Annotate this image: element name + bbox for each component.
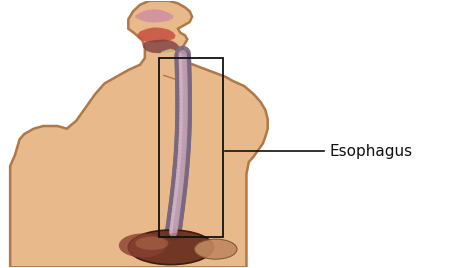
Ellipse shape: [194, 239, 237, 259]
Polygon shape: [10, 1, 268, 267]
Polygon shape: [136, 9, 173, 23]
Polygon shape: [138, 27, 175, 43]
Polygon shape: [144, 39, 179, 53]
Ellipse shape: [128, 230, 213, 265]
Bar: [159, 58, 223, 237]
Ellipse shape: [119, 233, 166, 258]
Text: Esophagus: Esophagus: [329, 144, 412, 159]
Ellipse shape: [136, 237, 168, 250]
Polygon shape: [160, 49, 175, 55]
